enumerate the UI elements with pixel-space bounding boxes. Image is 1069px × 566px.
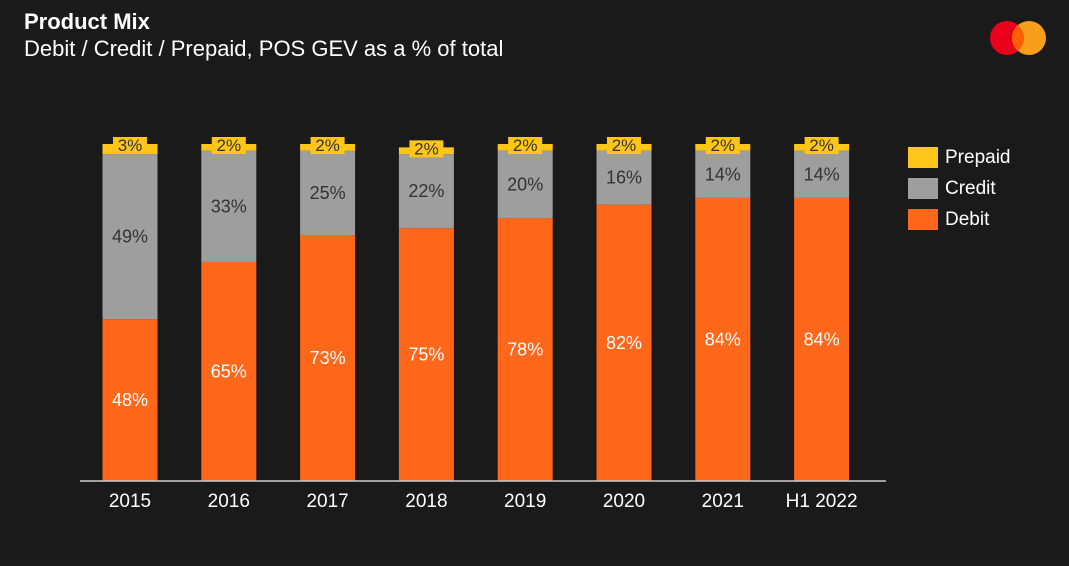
- data-label-credit: 22%: [408, 181, 444, 201]
- data-label-box-prepaid: [310, 137, 345, 154]
- x-tick-label: H1 2022: [786, 491, 858, 512]
- bar-segment-debit: [300, 234, 356, 481]
- legend-label-prepaid: Prepaid: [945, 147, 1011, 168]
- x-tick-label: 2017: [306, 491, 348, 512]
- data-label-prepaid: 2%: [809, 136, 834, 155]
- x-tick-label: 2015: [109, 491, 151, 512]
- x-tick-label: 2018: [405, 491, 447, 512]
- bar-segment-debit: [398, 228, 454, 481]
- data-label-box-prepaid: [409, 140, 444, 158]
- bar-segment-credit: [794, 150, 850, 198]
- bar-segment-debit: [695, 197, 751, 482]
- bar-segment-credit: [497, 150, 553, 219]
- bar-segment-debit: [596, 204, 652, 481]
- bar-segment-credit: [300, 150, 356, 235]
- data-label-debit: 82%: [606, 333, 642, 353]
- bar-segment-debit: [497, 218, 553, 481]
- bar-segment-debit: [102, 319, 158, 481]
- data-label-prepaid: 3%: [118, 136, 143, 155]
- data-label-debit: 65%: [211, 361, 247, 381]
- x-tick-label: 2021: [702, 491, 744, 512]
- data-label-debit: 84%: [804, 329, 840, 349]
- chart-title: Product Mix: [24, 9, 150, 34]
- data-label-prepaid: 2%: [612, 136, 637, 155]
- bar-segment-credit: [398, 154, 454, 229]
- data-label-box-prepaid: [705, 137, 740, 154]
- x-tick-label: 2020: [603, 491, 645, 512]
- data-label-credit: 33%: [211, 196, 247, 216]
- bar-segment-debit: [794, 197, 850, 482]
- legend-swatch-credit: [908, 178, 938, 199]
- data-label-prepaid: 2%: [513, 136, 538, 155]
- legend-label-credit: Credit: [945, 178, 996, 199]
- data-label-credit: 20%: [507, 174, 543, 194]
- data-label-credit: 14%: [804, 164, 840, 184]
- chart-subtitle: Debit / Credit / Prepaid, POS GEV as a %…: [24, 36, 504, 61]
- data-label-debit: 75%: [408, 345, 444, 365]
- data-label-debit: 78%: [507, 340, 543, 360]
- data-label-prepaid: 2%: [414, 139, 439, 158]
- data-label-credit: 25%: [310, 183, 346, 203]
- legend-label-debit: Debit: [945, 209, 990, 230]
- data-label-credit: 16%: [606, 168, 642, 188]
- bar-segment-credit: [596, 150, 652, 205]
- bar-segment-credit: [102, 154, 158, 320]
- bar-segment-credit: [695, 150, 751, 198]
- data-label-prepaid: 2%: [217, 136, 242, 155]
- data-label-debit: 48%: [112, 390, 148, 410]
- data-label-credit: 14%: [705, 164, 741, 184]
- data-label-box-prepaid: [211, 137, 246, 154]
- legend-swatch-debit: [908, 209, 938, 230]
- bar-segment-debit: [201, 261, 257, 481]
- x-tick-label: 2016: [208, 491, 250, 512]
- mastercard-logo-icon: [990, 21, 1046, 55]
- data-label-box-prepaid: [607, 137, 641, 154]
- data-label-box-prepaid: [804, 137, 839, 154]
- data-label-prepaid: 2%: [315, 136, 340, 155]
- data-label-box-prepaid: [113, 137, 147, 154]
- data-label-box-prepaid: [508, 137, 543, 154]
- data-label-credit: 49%: [112, 227, 148, 247]
- bar-segment-credit: [201, 150, 257, 262]
- data-label-debit: 73%: [310, 348, 346, 368]
- legend-swatch-prepaid: [908, 147, 938, 168]
- data-label-debit: 84%: [705, 329, 741, 349]
- data-label-prepaid: 2%: [711, 136, 736, 155]
- x-tick-label: 2019: [504, 491, 546, 512]
